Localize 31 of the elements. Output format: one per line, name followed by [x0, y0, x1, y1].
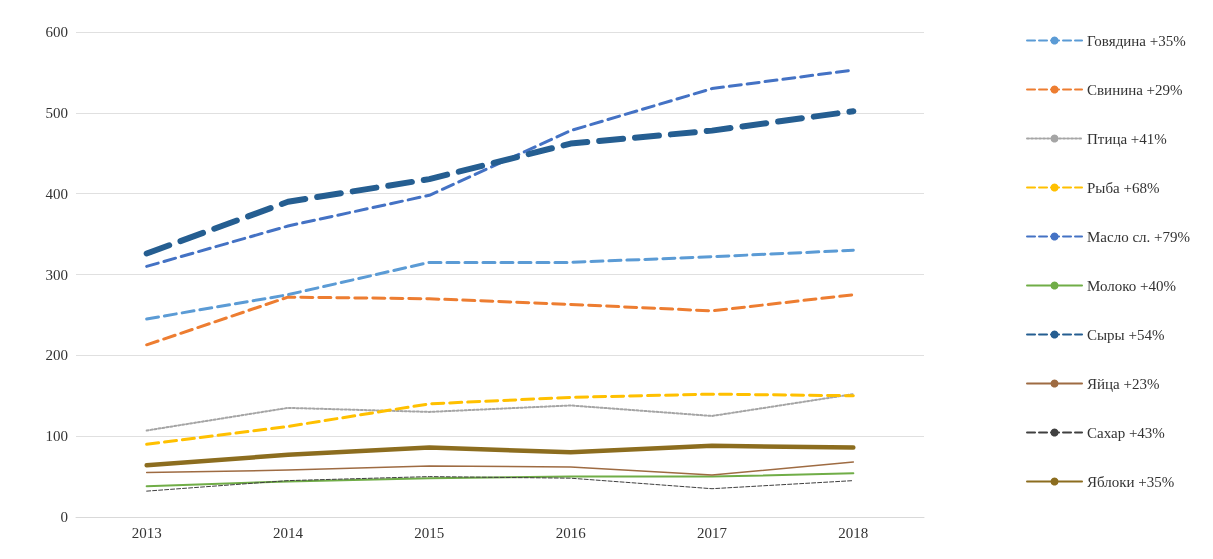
y-tick-label: 300	[45, 266, 68, 283]
line-series	[145, 248, 855, 321]
x-tick-label: 2017	[697, 524, 728, 541]
x-tick-label: 2016	[555, 524, 587, 541]
legend-label: Птица +41%	[1087, 130, 1167, 147]
y-tick-label: 100	[45, 428, 68, 445]
line-series	[145, 393, 855, 432]
y-tick-label: 200	[45, 347, 68, 364]
x-tick-label: 2014	[273, 524, 304, 541]
line-series	[146, 476, 854, 492]
legend-label: Молоко +40%	[1087, 277, 1176, 294]
line-series	[145, 472, 855, 488]
x-tick-label: 2018	[838, 524, 869, 541]
y-tick-label: 600	[45, 24, 68, 40]
legend-label: Яблоки +35%	[1087, 473, 1175, 490]
legend-label: Сыры +54%	[1087, 326, 1165, 343]
legend-label: Говядина +35%	[1087, 32, 1186, 49]
legend-label: Сахар +43%	[1087, 424, 1165, 441]
line-series	[144, 443, 856, 468]
x-tick-label: 2015	[414, 524, 445, 541]
legend-label: Масло сл. +79%	[1087, 228, 1191, 245]
legend-label: Свинина +29%	[1087, 81, 1183, 98]
x-tick-label: 2013	[131, 524, 162, 541]
line-series	[145, 461, 855, 476]
y-tick-label: 0	[60, 509, 68, 525]
legend-label: Яйца +23%	[1087, 375, 1160, 392]
y-tick-label: 400	[45, 185, 68, 202]
y-tick-label: 500	[45, 104, 68, 121]
line-series	[145, 392, 855, 446]
legend-label: Рыба +68%	[1087, 179, 1160, 196]
line-series	[145, 293, 855, 347]
